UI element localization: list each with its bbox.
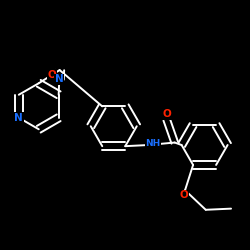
Text: O: O	[162, 109, 171, 119]
Text: O: O	[180, 190, 188, 200]
Text: NH: NH	[145, 138, 160, 147]
Text: N: N	[55, 74, 64, 85]
Text: N: N	[14, 113, 23, 123]
Text: O: O	[47, 70, 56, 80]
